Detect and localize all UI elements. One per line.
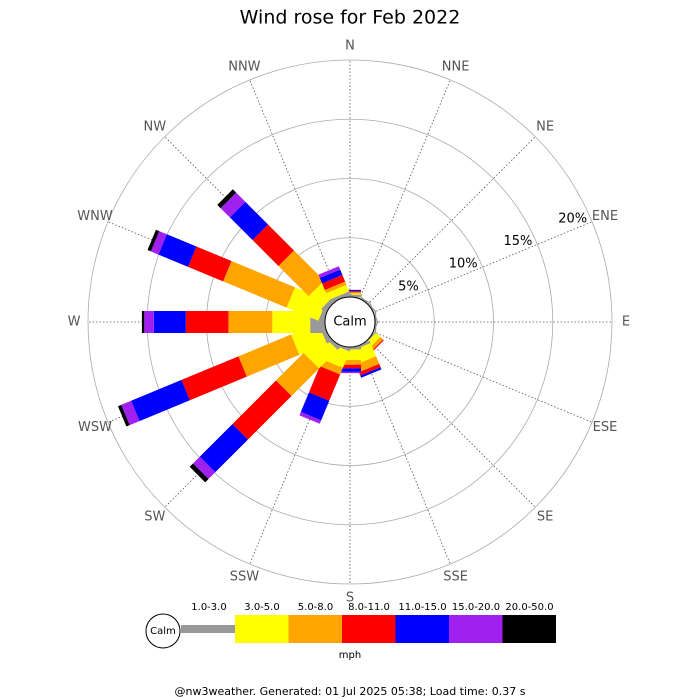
- bar-segment: [217, 189, 237, 209]
- bar-segment: [252, 224, 295, 267]
- spoke: [359, 79, 451, 300]
- units-label: mph: [339, 650, 361, 661]
- bar-segment: [360, 367, 382, 378]
- direction-label: SSW: [230, 569, 260, 584]
- direction-label: ESE: [593, 420, 618, 435]
- calm-circle: [324, 296, 376, 348]
- ring-label: 20%: [558, 211, 587, 226]
- bar-segment: [232, 380, 292, 440]
- direction-label: N: [345, 39, 355, 54]
- legend-label: 1.0-3.0: [191, 602, 226, 613]
- spoke: [372, 221, 593, 313]
- legend-label: 3.0-5.0: [244, 602, 279, 613]
- legend-label: 8.0-11.0: [348, 602, 390, 613]
- bar-segment: [141, 311, 145, 333]
- bar-segment: [223, 261, 295, 308]
- bar-segment: [199, 424, 248, 473]
- direction-label: S: [346, 591, 354, 606]
- bar-segment: [185, 311, 229, 333]
- bar-segment: [131, 379, 190, 422]
- legend-swatch: [395, 615, 449, 643]
- bar-segment: [286, 287, 327, 321]
- bar-segment: [318, 266, 341, 278]
- legend-swatch: [342, 615, 396, 643]
- legend-swatch: [288, 615, 342, 643]
- chart-title: Wind rose for Feb 2022: [240, 7, 461, 29]
- bar-segment: [181, 356, 247, 401]
- calm-label: Calm: [333, 315, 366, 330]
- bar-segment: [299, 412, 322, 424]
- bar-segment: [144, 311, 154, 333]
- ring-label: 5%: [398, 279, 419, 294]
- bar-segment: [319, 269, 343, 284]
- legend-swatch: [181, 625, 235, 633]
- bar-segment: [147, 229, 160, 252]
- bar-segment: [153, 311, 186, 333]
- bar-segment: [275, 352, 320, 397]
- direction-label: NW: [144, 119, 167, 134]
- bar-segment: [328, 291, 351, 304]
- direction-label: WSW: [78, 420, 112, 435]
- bar-segment: [324, 281, 347, 294]
- legend-swatch: [502, 615, 556, 643]
- spoke: [249, 79, 341, 300]
- direction-label: ENE: [592, 209, 618, 224]
- spoke: [367, 136, 536, 305]
- legend-swatch: [449, 615, 503, 643]
- ring-label: 15%: [503, 234, 532, 249]
- spoke: [372, 331, 593, 423]
- legend-calm-circle: [145, 613, 181, 649]
- direction-label: SE: [537, 510, 553, 525]
- bar-segment: [188, 246, 232, 282]
- bar-segment: [229, 201, 269, 241]
- legend-calm-label: Calm: [150, 626, 176, 637]
- direction-label: SW: [144, 510, 165, 525]
- legend-label: 15.0-20.0: [452, 602, 500, 613]
- bar-segment: [272, 311, 311, 333]
- bar-segment: [278, 250, 325, 297]
- legend-swatch: [235, 615, 289, 643]
- bar-segment: [158, 234, 197, 267]
- legend-label: 5.0-8.0: [298, 602, 333, 613]
- bar-segment: [192, 456, 216, 480]
- legend-label: 11.0-15.0: [398, 602, 446, 613]
- spoke: [359, 344, 451, 565]
- ring-label: 10%: [449, 257, 478, 272]
- bar-segment: [117, 404, 130, 427]
- bar-segment: [238, 334, 300, 377]
- bar-segment: [358, 363, 381, 376]
- direction-label: NE: [536, 119, 554, 134]
- direction-label: NNE: [442, 60, 470, 75]
- bar-segment: [339, 368, 361, 372]
- bar-segment: [339, 364, 361, 369]
- bar-segment: [300, 392, 330, 421]
- bar-segment: [308, 366, 341, 401]
- bar-segment: [228, 311, 273, 333]
- direction-label: W: [68, 315, 81, 330]
- bar-segment: [355, 356, 380, 373]
- legend-label: 20.0-50.0: [505, 602, 553, 613]
- grid-ring: [87, 59, 613, 585]
- direction-label: SSE: [443, 569, 468, 584]
- bar-segment: [319, 359, 343, 375]
- bar-segment: [150, 231, 167, 255]
- bar-segment: [220, 192, 246, 218]
- bar-segment: [322, 274, 346, 290]
- direction-label: E: [622, 315, 630, 330]
- spoke: [367, 339, 536, 508]
- footer: @nw3weather. Generated: 01 Jul 2025 05:3…: [175, 685, 526, 698]
- bar-segment: [189, 463, 209, 483]
- direction-label: NNW: [228, 60, 260, 75]
- bar-segment: [326, 284, 350, 300]
- bar-segment: [339, 371, 361, 374]
- direction-label: WNW: [77, 209, 113, 224]
- bar-segment: [303, 334, 338, 369]
- bar-segment: [121, 400, 140, 426]
